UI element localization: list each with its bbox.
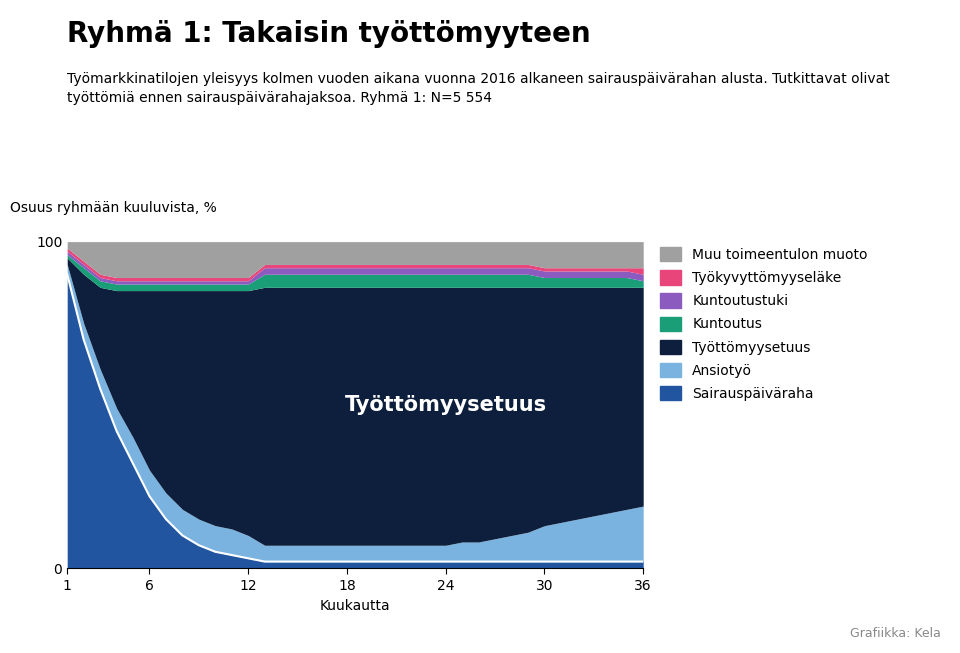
- Legend: Muu toimeentulon muoto, Työkyvyttömyyseläke, Kuntoutustuki, Kuntoutus, Työttömyy: Muu toimeentulon muoto, Työkyvyttömyysel…: [655, 242, 874, 406]
- Text: Grafiikka: Kela: Grafiikka: Kela: [850, 627, 941, 640]
- Text: Osuus ryhmään kuuluvista, %: Osuus ryhmään kuuluvista, %: [10, 202, 216, 215]
- Text: Työttömyysetuus: Työttömyysetuus: [345, 395, 547, 415]
- X-axis label: Kuukautta: Kuukautta: [320, 599, 391, 613]
- Text: Työmarkkinatilojen yleisyys kolmen vuoden aikana vuonna 2016 alkaneen sairauspäi: Työmarkkinatilojen yleisyys kolmen vuode…: [67, 72, 890, 105]
- Text: Ryhmä 1: Takaisin työttömyyteen: Ryhmä 1: Takaisin työttömyyteen: [67, 20, 590, 48]
